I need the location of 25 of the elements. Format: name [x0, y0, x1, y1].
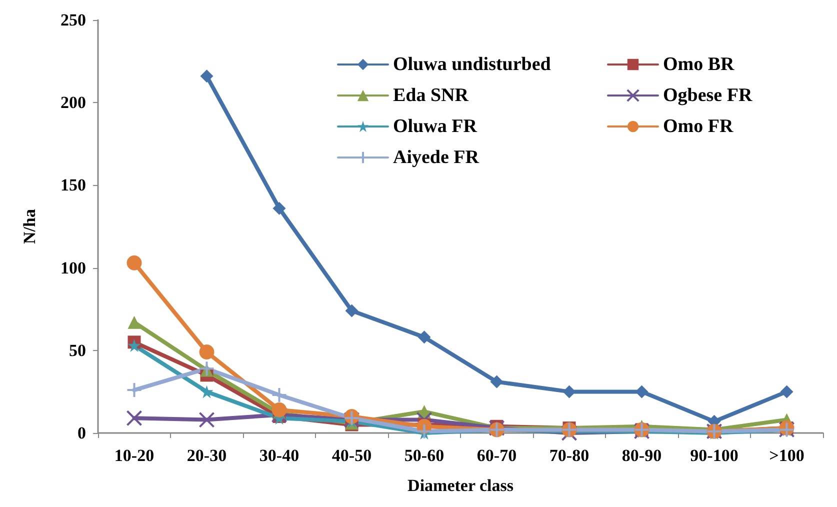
legend-label: Omo FR: [663, 116, 734, 137]
x-tick-label: 50-60: [404, 446, 444, 465]
x-tick-label: 10-20: [114, 446, 154, 465]
x-tick-label: 80-90: [622, 446, 662, 465]
legend-label: Eda SNR: [393, 85, 469, 106]
x-tick-label: >100: [769, 446, 804, 465]
y-tick-label: 0: [78, 424, 86, 442]
x-tick-label: 90-100: [690, 446, 738, 465]
legend-label: Oluwa FR: [393, 116, 478, 137]
legend-label: Omo BR: [663, 54, 735, 75]
x-tick-label: 20-30: [186, 446, 227, 465]
legend-label: Ogbese FR: [663, 85, 752, 106]
x-tick-label: 30-40: [259, 446, 300, 465]
y-tick-label: 50: [69, 340, 86, 360]
y-tick-label: 250: [60, 10, 86, 30]
y-tick-label: 150: [60, 176, 86, 195]
y-axis-title: N/ha: [20, 208, 39, 244]
x-axis-title: Diameter class: [408, 476, 514, 495]
y-tick-label: 100: [60, 258, 86, 278]
legend-label: Aiyede FR: [393, 147, 480, 168]
x-tick-label: 70-80: [549, 446, 590, 465]
legend-label: Oluwa undisturbed: [393, 54, 552, 75]
x-tick-label: 40-50: [332, 446, 372, 465]
y-tick-label: 200: [60, 93, 86, 112]
x-tick-label: 60-70: [476, 446, 517, 465]
